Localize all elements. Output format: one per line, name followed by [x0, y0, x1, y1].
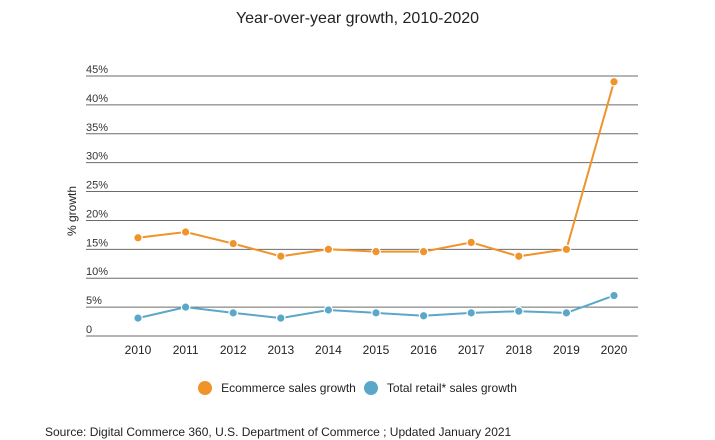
data-point	[180, 302, 191, 312]
data-point	[323, 244, 334, 255]
data-point	[609, 76, 619, 87]
data-point	[561, 244, 572, 255]
legend-item[interactable]: Total retail* sales growth	[363, 381, 517, 395]
y-tick-label: 5%	[86, 295, 102, 307]
y-tick-label: 45%	[86, 64, 108, 76]
legend-marker	[363, 381, 378, 395]
data-point	[228, 238, 238, 249]
data-point	[466, 237, 476, 248]
x-tick-label: 2016	[410, 343, 437, 357]
data-point	[371, 246, 381, 257]
data-point	[418, 310, 429, 321]
legend-marker	[198, 381, 213, 395]
data-point	[180, 227, 191, 237]
x-tick-label: 2013	[267, 343, 294, 357]
data-point	[418, 246, 429, 257]
data-point	[513, 251, 524, 262]
data-point	[561, 308, 572, 318]
x-tick-label: 2012	[220, 343, 247, 357]
y-tick-label: 15%	[86, 237, 108, 249]
legend-label: Total retail* sales growth	[386, 381, 517, 395]
data-point	[275, 313, 286, 323]
x-tick-label: 2020	[601, 343, 628, 357]
data-point	[513, 306, 524, 316]
x-tick-label: 2011	[173, 343, 199, 357]
y-tick-label: 25%	[86, 180, 108, 192]
data-point	[228, 308, 238, 318]
y-tick-label: 40%	[86, 93, 108, 105]
data-point	[133, 313, 143, 323]
x-tick-label: 2014	[315, 343, 342, 357]
x-tick-label: 2018	[505, 343, 532, 357]
data-point	[371, 308, 381, 318]
y-tick-label: 35%	[86, 122, 108, 134]
data-point	[275, 251, 286, 262]
y-tick-label: 30%	[86, 151, 108, 163]
y-tick-label: 10%	[86, 266, 108, 278]
source-note: Source: Digital Commerce 360, U.S. Depar…	[45, 425, 512, 439]
x-tick-label: 2019	[553, 343, 580, 357]
y-tick-label: 20%	[86, 208, 108, 220]
y-tick-label: 0	[86, 324, 92, 336]
x-tick-label: 2017	[458, 343, 485, 357]
x-tick-label: 2010	[125, 343, 152, 357]
series-line-1	[137, 81, 615, 258]
data-point	[133, 232, 143, 243]
x-tick-label: 2015	[363, 343, 390, 357]
data-point	[466, 308, 476, 318]
legend-label: Ecommerce sales growth	[221, 381, 356, 395]
data-point	[609, 290, 619, 301]
legend: Ecommerce sales growth Total retail* sale…	[0, 379, 715, 397]
chart-title: Year-over-year growth, 2010-2020	[235, 10, 480, 27]
legend-item[interactable]: Ecommerce sales growth	[198, 381, 356, 395]
y-axis-label: % growth	[65, 186, 79, 236]
data-point	[323, 305, 334, 315]
